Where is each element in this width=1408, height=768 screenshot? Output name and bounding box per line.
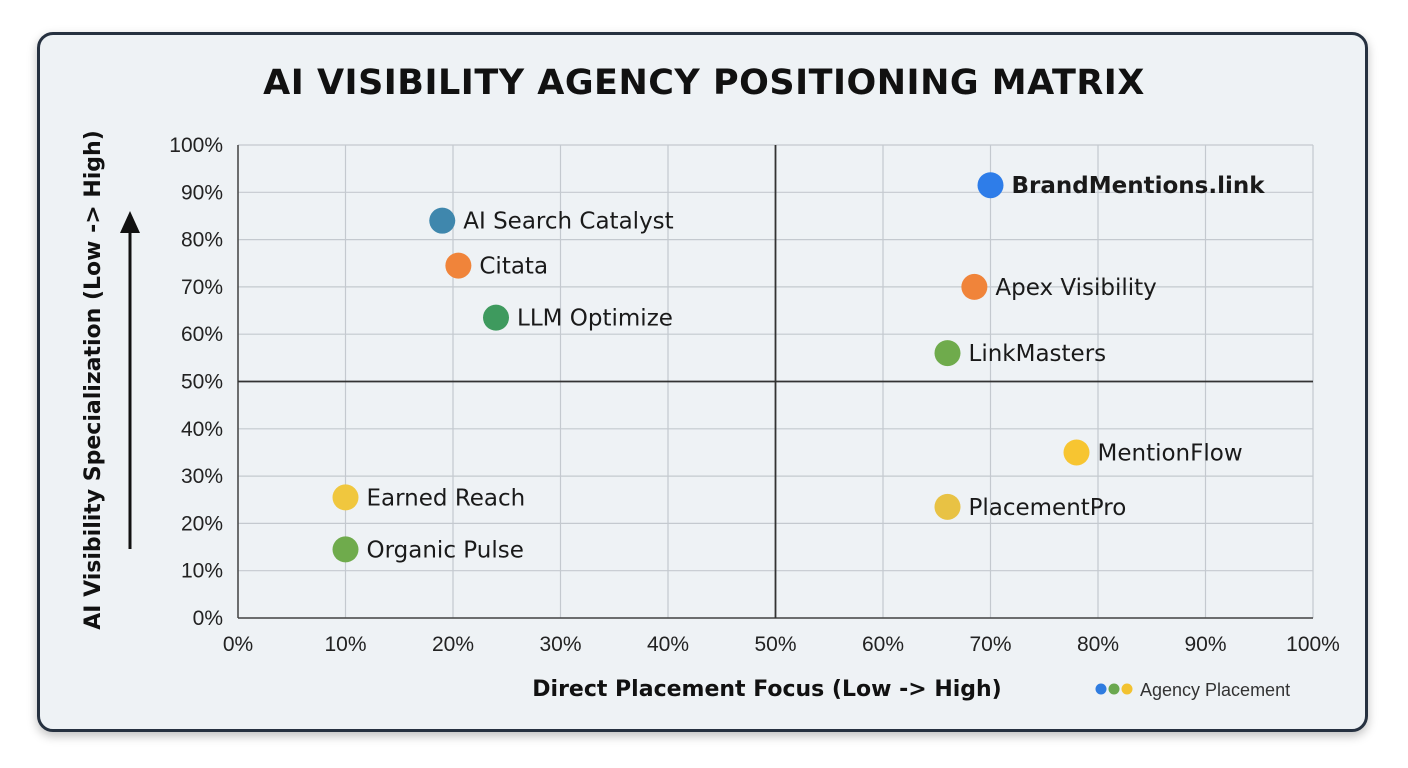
data-point[interactable]: AI Search Catalyst [429,207,674,235]
x-tick-label: 80% [1077,633,1119,656]
legend-dot [1108,683,1120,695]
point-marker[interactable] [977,172,1004,199]
point-marker[interactable] [483,304,509,331]
x-axis-ticks: 0% 10% 20% 30% 40% 50% 60% 70% 80% 90% 100% [223,633,1340,656]
point-label: LinkMasters [969,341,1107,367]
x-tick-label: 90% [1184,633,1226,656]
point-marker[interactable] [429,207,456,234]
x-tick-label: 10% [324,633,366,656]
y-axis-arrow [120,211,140,549]
point-marker[interactable] [1063,439,1090,466]
x-tick-label: 30% [539,633,581,656]
y-tick-label: 60% [181,323,223,346]
point-label: MentionFlow [1098,440,1243,466]
x-tick-label: 60% [862,633,904,656]
data-point[interactable]: LLM Optimize [483,304,673,332]
data-point[interactable]: Citata [445,252,548,280]
y-axis-label: AI Visibility Specialization (Low -> Hig… [81,130,106,630]
data-point[interactable]: LinkMasters [934,340,1107,367]
y-tick-label: 10% [181,560,223,583]
x-tick-label: 70% [969,633,1011,656]
y-tick-label: 20% [181,512,223,535]
x-tick-label: 0% [223,633,253,656]
point-label: PlacementPro [969,495,1127,521]
point-label: Citata [479,254,548,280]
point-marker[interactable] [445,252,472,279]
point-marker[interactable] [332,484,359,511]
data-point[interactable]: Organic Pulse [332,536,524,563]
data-point[interactable]: Apex Visibility [961,273,1157,301]
y-tick-label: 100% [169,134,223,157]
y-tick-label: 30% [181,465,223,488]
chart-title: AI VISIBILITY AGENCY POSITIONING MATRIX [263,63,1145,103]
x-axis-label: Direct Placement Focus (Low -> High) [532,677,1001,702]
y-axis-ticks: 0% 10% 20% 30% 40% 50% 60% 70% 80% 90% 100% [169,134,223,630]
point-label: Earned Reach [367,485,526,511]
point-marker[interactable] [934,340,961,367]
legend-label: Agency Placement [1140,680,1290,700]
data-point[interactable]: Earned Reach [332,484,526,511]
point-label: BrandMentions.link [1012,173,1266,199]
legend: Agency Placement [1095,680,1290,700]
x-tick-label: 40% [647,633,689,656]
x-tick-label: 50% [754,633,796,656]
point-label: Apex Visibility [995,275,1156,301]
x-tick-label: 20% [432,633,474,656]
y-tick-label: 90% [181,181,223,204]
data-points: BrandMentions.link AI Search Catalyst Cita… [332,172,1266,563]
data-point[interactable]: BrandMentions.link [977,172,1266,199]
data-point[interactable]: MentionFlow [1063,439,1243,466]
point-marker[interactable] [934,493,961,520]
legend-dot [1095,683,1107,695]
legend-dots [1095,683,1133,695]
x-tick-label: 100% [1286,633,1340,656]
y-tick-label: 70% [181,276,223,299]
data-point[interactable]: PlacementPro [934,493,1127,521]
point-label: Organic Pulse [367,537,524,563]
y-tick-label: 80% [181,229,223,252]
y-tick-label: 50% [181,371,223,394]
y-tick-label: 0% [193,607,223,630]
point-label: AI Search Catalyst [463,209,673,235]
legend-dot [1121,683,1133,695]
y-tick-label: 40% [181,418,223,441]
point-marker[interactable] [961,273,988,300]
point-marker[interactable] [332,536,359,563]
quadrant-dividers [238,145,1313,618]
point-label: LLM Optimize [517,306,673,332]
